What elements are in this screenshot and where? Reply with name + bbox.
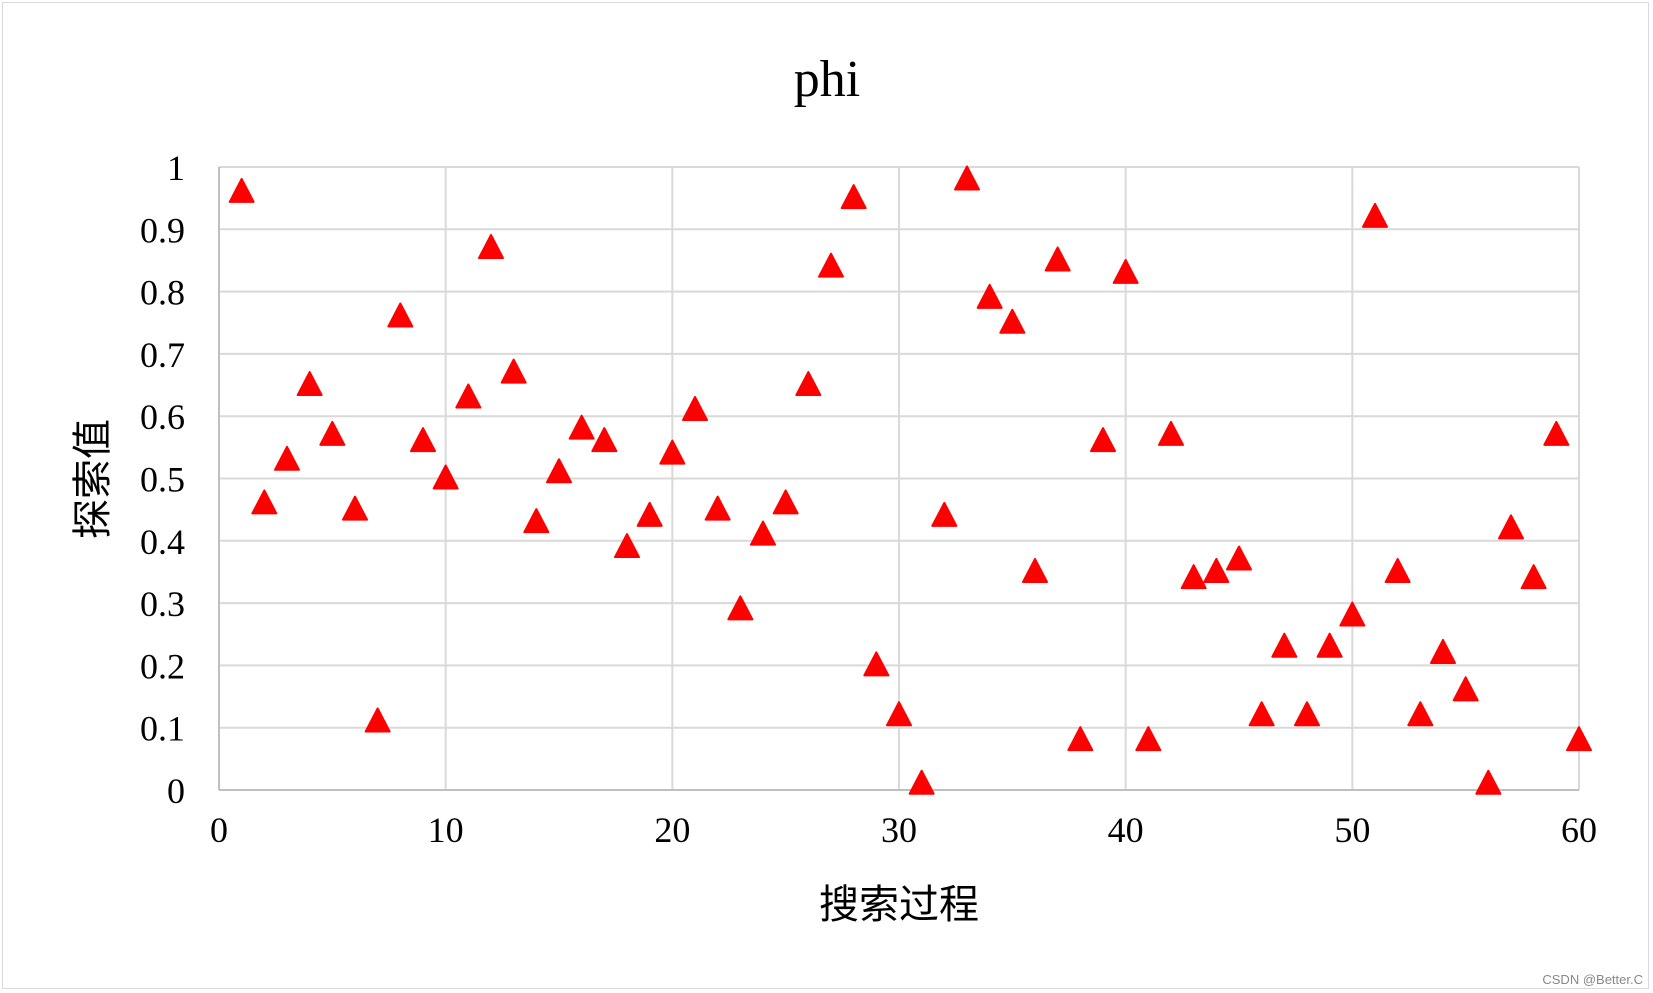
y-tick-label: 1 (167, 148, 185, 188)
y-tick-label: 0.4 (140, 522, 185, 562)
data-point (1520, 564, 1547, 590)
y-tick-label: 0.3 (140, 584, 185, 624)
chart-title: phi (794, 51, 860, 108)
data-point (1248, 701, 1275, 727)
data-point (296, 371, 323, 397)
scatter-chart: 00.10.20.30.40.50.60.70.80.910 10 20 30 40 50… (70, 51, 1597, 928)
data-point (1090, 427, 1116, 453)
data-point (840, 184, 867, 210)
data-point (1566, 726, 1592, 752)
data-point (274, 445, 300, 471)
data-point (954, 165, 980, 191)
data-point (772, 489, 799, 515)
data-point (500, 358, 527, 384)
y-tick-label: 0.5 (140, 460, 185, 500)
data-point (342, 495, 368, 521)
x-tick-label: 20 (654, 810, 690, 850)
data-point (319, 420, 346, 446)
data-point (251, 489, 278, 515)
data-point (1407, 701, 1434, 727)
data-point (1044, 246, 1071, 272)
y-tick-label: 0.2 (140, 646, 185, 686)
data-point (1203, 557, 1230, 583)
data-point (1294, 701, 1320, 727)
data-point (432, 464, 459, 490)
data-point (1339, 601, 1366, 627)
data-point (999, 308, 1026, 334)
y-tick-label: 0.9 (140, 210, 185, 250)
x-tick-label: 30 (881, 810, 917, 850)
data-point (818, 252, 844, 278)
x-axis-label: 搜索过程 (819, 882, 979, 928)
data-point (1498, 514, 1524, 540)
data-point (1430, 638, 1456, 664)
y-axis-label: 探索值 (70, 419, 116, 539)
watermark-text: CSDN @Better.C (1542, 972, 1643, 987)
data-point (1384, 557, 1411, 583)
data-point (704, 495, 731, 521)
data-point (228, 177, 255, 203)
data-point (886, 701, 912, 727)
y-tick-label: 0.7 (140, 335, 185, 375)
x-tick-label: 10 (428, 810, 464, 850)
data-point (1022, 557, 1048, 583)
x-tick-label: 0 (210, 810, 228, 850)
x-tick-label: 60 (1561, 810, 1597, 850)
data-point (976, 283, 1003, 309)
data-point (1226, 545, 1252, 571)
tick-labels: 00.10.20.30.40.50.60.70.80.910 10 20 30 40 50… (140, 148, 1597, 850)
data-point (1452, 676, 1479, 702)
data-point (410, 427, 436, 453)
data-point (682, 395, 708, 421)
data-point (727, 595, 754, 621)
data-point (478, 233, 504, 259)
data-point (364, 707, 391, 733)
data-point (546, 458, 572, 484)
data-point (614, 533, 640, 559)
data-point (591, 427, 618, 453)
data-point (636, 501, 663, 527)
y-tick-label: 0 (167, 771, 185, 811)
data-point (1362, 202, 1388, 228)
data-point (1271, 632, 1298, 658)
x-tick-label: 50 (1334, 810, 1370, 850)
data-point (863, 651, 890, 677)
x-tick-label: 40 (1108, 810, 1144, 850)
data-point (908, 769, 935, 795)
y-tick-label: 0.6 (140, 397, 185, 437)
data-point (795, 371, 822, 397)
data-point (659, 439, 686, 465)
data-point (1158, 420, 1184, 446)
data-point (455, 383, 482, 409)
data-point (568, 414, 595, 440)
y-tick-label: 0.8 (140, 273, 185, 313)
data-point (1543, 420, 1570, 446)
axes (218, 167, 1579, 791)
data-point (1067, 726, 1094, 752)
data-points (228, 165, 1592, 795)
data-point (1112, 258, 1139, 284)
data-point (1135, 726, 1162, 752)
gridlines (219, 166, 1580, 790)
data-point (931, 501, 958, 527)
y-tick-label: 0.1 (140, 709, 185, 749)
data-point (387, 302, 414, 328)
data-point (1316, 632, 1343, 658)
data-point (523, 508, 550, 534)
data-point (750, 520, 776, 546)
data-point (1475, 769, 1502, 795)
data-point (1180, 564, 1207, 590)
